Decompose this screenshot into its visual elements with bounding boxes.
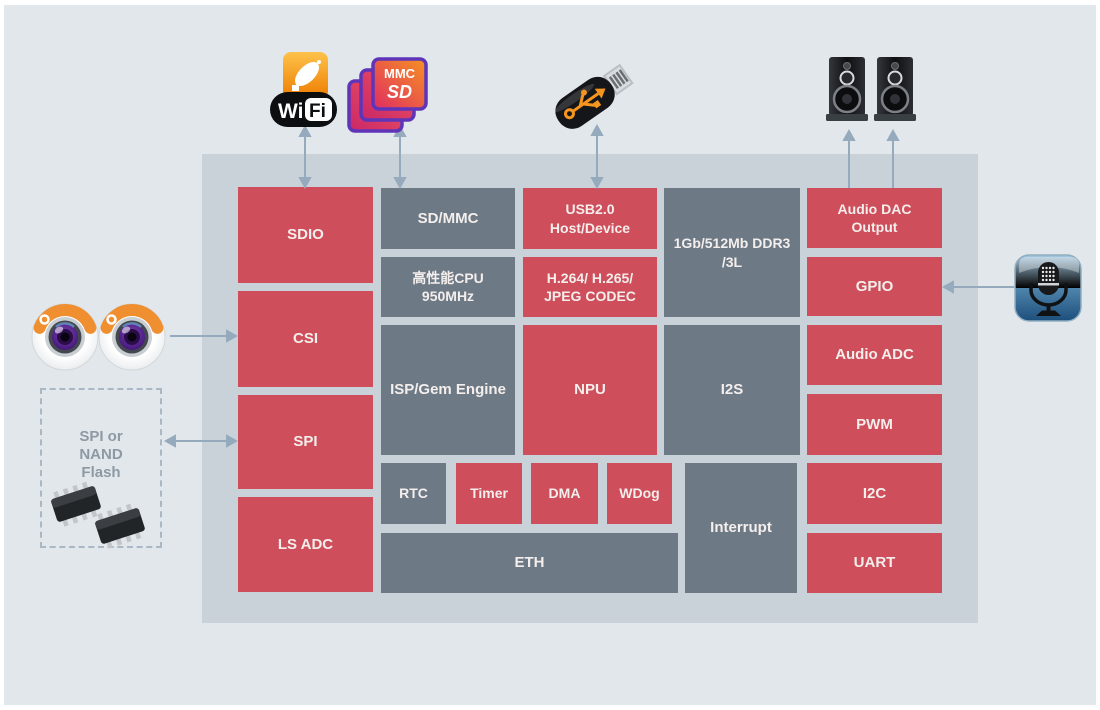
block-audio-dac: Audio DAC Output (807, 188, 942, 248)
usb-stick-icon (545, 52, 650, 137)
block-sdio: SDIO (238, 187, 373, 283)
mmc-text: MMC (384, 66, 416, 81)
block-pwm-label: PWM (856, 415, 893, 433)
block-csi-label: CSI (292, 330, 318, 348)
flash-chip-left (51, 481, 101, 527)
flash-option-box: SPI or NAND Flash (40, 388, 162, 548)
block-csi: CSI (238, 291, 373, 387)
wifi-wi-text: Wi (278, 100, 303, 123)
block-cpu: 高性能CPU 950MHz (381, 257, 515, 317)
card-front: MMC SD (371, 57, 428, 111)
camera-right (98, 303, 166, 371)
block-ls-adc-label: LS ADC (277, 535, 334, 553)
block-isp-label: ISP/Gem Engine (390, 381, 506, 399)
block-gpio-label: GPIO (855, 277, 894, 295)
block-i2c-label: I2C (862, 484, 887, 502)
block-cpu-label: 高性能CPU 950MHz (412, 269, 484, 304)
mic-glyph (1029, 262, 1068, 316)
block-interrupt: Interrupt (685, 463, 797, 593)
speaker-right (874, 57, 916, 121)
wifi-fi-text: Fi (309, 101, 326, 122)
block-npu: NPU (523, 325, 657, 455)
block-usb: USB2.0 Host/Device (523, 188, 657, 249)
block-audio-adc-label: Audio ADC (835, 346, 914, 364)
camera-left (31, 303, 99, 371)
block-dma: DMA (531, 463, 598, 524)
speaker-left (826, 57, 868, 121)
block-uart: UART (807, 533, 942, 593)
mmc-sd-cards-icon: MMC SD (347, 57, 431, 140)
usb-trident-glyph (563, 92, 600, 120)
flash-chips-icon (48, 478, 158, 563)
usb-trident-square (592, 100, 602, 109)
sd-text: SD (387, 82, 412, 102)
block-audio-dac-label: Audio DAC Output (837, 200, 912, 235)
block-sdio-label: SDIO (287, 226, 324, 244)
block-wdog-label: WDog (619, 485, 660, 502)
block-codec: H.264/ H.265/ JPEG CODEC (523, 257, 657, 317)
block-eth-label: ETH (514, 554, 545, 572)
cameras-icon (30, 302, 170, 377)
block-isp-gem-engine: ISP/Gem Engine (381, 325, 515, 455)
usb-trident-tip (594, 88, 606, 99)
block-audio-adc: Audio ADC (807, 325, 942, 385)
block-i2c: I2C (807, 463, 942, 524)
wifi-fi-tile (305, 98, 332, 121)
block-spi-label: SPI (293, 433, 318, 451)
block-timer: Timer (456, 463, 522, 524)
block-spi: SPI (238, 395, 373, 489)
block-pwm: PWM (807, 394, 942, 455)
flash-chip-right (95, 503, 145, 549)
speakers-icon (826, 55, 918, 132)
block-usb-label: USB2.0 Host/Device (549, 201, 631, 236)
block-npu-label: NPU (574, 381, 606, 399)
satellite-dish-glyph (292, 60, 321, 91)
block-gpio: GPIO (807, 257, 942, 316)
block-ls-adc: LS ADC (238, 497, 373, 592)
block-sd-mmc: SD/MMC (381, 188, 515, 249)
block-rtc-label: RTC (399, 485, 428, 502)
flash-option-label: SPI or NAND Flash (79, 428, 123, 481)
microphone-icon (1013, 253, 1085, 330)
usb-trident-dot (580, 89, 587, 96)
block-ddr: 1Gb/512Mb DDR3 /3L (664, 188, 800, 317)
wifi-icon: Wi Fi (270, 52, 340, 133)
block-i2s: I2S (664, 325, 800, 455)
block-eth: ETH (381, 533, 678, 593)
block-sd-mmc-label: SD/MMC (417, 209, 479, 227)
block-rtc: RTC (381, 463, 446, 524)
block-codec-label: H.264/ H.265/ JPEG CODEC (544, 269, 636, 304)
block-timer-label: Timer (470, 485, 508, 502)
block-dma-label: DMA (548, 485, 581, 502)
block-ddr-label: 1Gb/512Mb DDR3 /3L (673, 235, 791, 270)
block-i2s-label: I2S (720, 381, 744, 399)
block-interrupt-label: Interrupt (710, 519, 772, 537)
block-wdog: WDog (607, 463, 672, 524)
usb-connector-slots (608, 69, 629, 90)
block-uart-label: UART (853, 554, 896, 572)
